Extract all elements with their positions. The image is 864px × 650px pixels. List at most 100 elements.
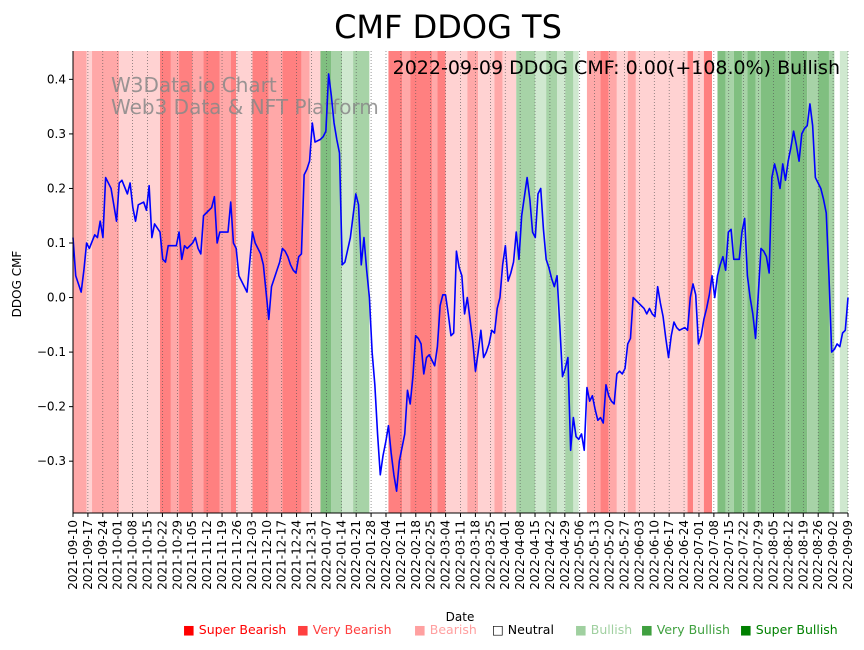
band-very-bullish [546,51,558,513]
band-bearish [478,51,495,513]
legend-item: ■ Super Bearish [183,622,286,637]
band-super-bearish [252,51,269,513]
watermark-line-1: W3Data.io Chart [111,73,277,97]
band-very-bearish [219,51,231,513]
watermark-line-2: Web3 Data & NFT Platform [111,95,379,119]
band-bearish [309,51,321,513]
band-bullish [342,51,354,513]
x-tick-label: 2021-10-01 [111,520,125,590]
x-tick-label: 2021-11-05 [185,520,199,590]
band-bearish [635,51,688,513]
x-tick-label: 2021-11-26 [230,520,244,590]
x-tick-label: 2022-06-24 [677,520,691,590]
band-super-bearish [282,51,302,513]
band-very-bullish [331,51,343,513]
band-very-bearish [467,51,479,513]
band-very-bullish [516,51,536,513]
x-tick-label: 2021-11-19 [215,520,229,590]
band-super-bullish [320,51,332,513]
band-very-bearish [301,51,310,513]
band-bullish [573,51,579,513]
band-super-bearish [600,51,609,513]
x-tick-label: 2022-07-22 [737,520,751,590]
band-neutral [578,51,587,513]
x-tick-label: 2022-02-04 [379,520,393,590]
x-tick-label: 2022-09-09 [841,520,855,590]
band-super-bullish [733,51,742,513]
x-tick-label: 2022-03-18 [468,520,482,590]
legend-item: ■ Bullish [575,622,632,637]
x-tick-label: 2021-10-22 [155,520,169,590]
x-tick-label: 2022-04-22 [543,520,557,590]
band-very-bearish [170,51,180,513]
y-tick-label: −0.3 [37,454,66,468]
cmf-line [72,73,849,492]
band-neutral [369,51,389,513]
band-very-bearish [92,51,120,513]
band-very-bearish [192,51,204,513]
legend-item: ■ Very Bearish [297,622,392,637]
legend-item: □ Neutral [492,622,554,637]
band-bearish [445,51,468,513]
x-tick-label: 2022-01-28 [364,520,378,590]
x-tick-label: 2022-03-11 [454,520,468,590]
band-bearish [693,51,704,513]
band-bullish [535,51,547,513]
y-tick-label: 0.1 [47,236,66,250]
band-very-bullish [565,51,574,513]
band-very-bullish [353,51,370,513]
band-super-bearish [410,51,432,513]
x-tick-label: 2022-07-15 [722,520,736,590]
chart-title: CMF DDOG TS [334,8,562,46]
x-tick-label: 2022-08-19 [796,520,810,590]
band-super-bearish [230,51,237,513]
band-very-bearish [268,51,283,513]
x-tick-label: 2022-04-01 [498,520,512,590]
x-tick-label: 2022-05-06 [573,520,587,590]
x-tick-label: 2022-07-08 [707,520,721,590]
x-tick-label: 2022-01-21 [349,520,363,590]
band-super-bullish [818,51,829,513]
x-tick-label: 2022-06-17 [662,520,676,590]
y-tick-label: 0.4 [47,72,66,86]
band-super-bearish [437,51,446,513]
x-tick-label: 2022-06-10 [647,520,661,590]
x-tick-label: 2022-06-03 [632,520,646,590]
sentiment-bands [73,51,848,513]
band-very-bearish [402,51,411,513]
chart-subtitle: 2022-09-09 DDOG CMF: 0.00(+108.0%) Bulli… [393,57,840,79]
x-tick-label: 2022-08-26 [811,520,825,590]
y-tick-label: −0.2 [37,400,66,414]
x-tick-label: 2022-01-14 [334,520,348,590]
x-tick-label: 2021-12-24 [290,520,304,590]
x-tick-label: 2022-01-07 [319,520,333,590]
x-tick-label: 2022-05-27 [617,520,631,590]
x-tick-label: 2021-10-29 [170,520,184,590]
x-tick-label: 2021-09-24 [96,520,110,590]
x-tick-label: 2021-11-12 [200,520,214,590]
x-tick-label: 2021-10-15 [141,520,155,590]
band-very-bearish [608,51,617,513]
band-super-bearish [160,51,171,513]
x-tick-label: 2022-05-20 [603,520,617,590]
band-bearish [236,51,253,513]
x-tick-label: 2021-10-08 [126,520,140,590]
y-tick-label: 0.3 [47,127,66,141]
band-bullish [557,51,566,513]
band-bearish [616,51,628,513]
band-neutral [712,51,718,513]
band-bearish [86,51,93,513]
legend-item: ■ Bearish [414,622,477,637]
legend: ■ Super Bearish ■ Very Bearish ■ Bearish □ … [183,622,838,637]
band-bearish [502,51,517,513]
band-very-bullish [725,51,734,513]
x-tick-label: 2022-09-02 [826,520,840,590]
band-super-bullish [717,51,726,513]
legend-item: ■ Very Bullish [641,622,730,637]
band-super-bearish [388,51,403,513]
y-axis-label: DDOG CMF [10,251,24,318]
x-tick-label: 2022-02-18 [409,520,423,590]
band-very-bullish [828,51,835,513]
